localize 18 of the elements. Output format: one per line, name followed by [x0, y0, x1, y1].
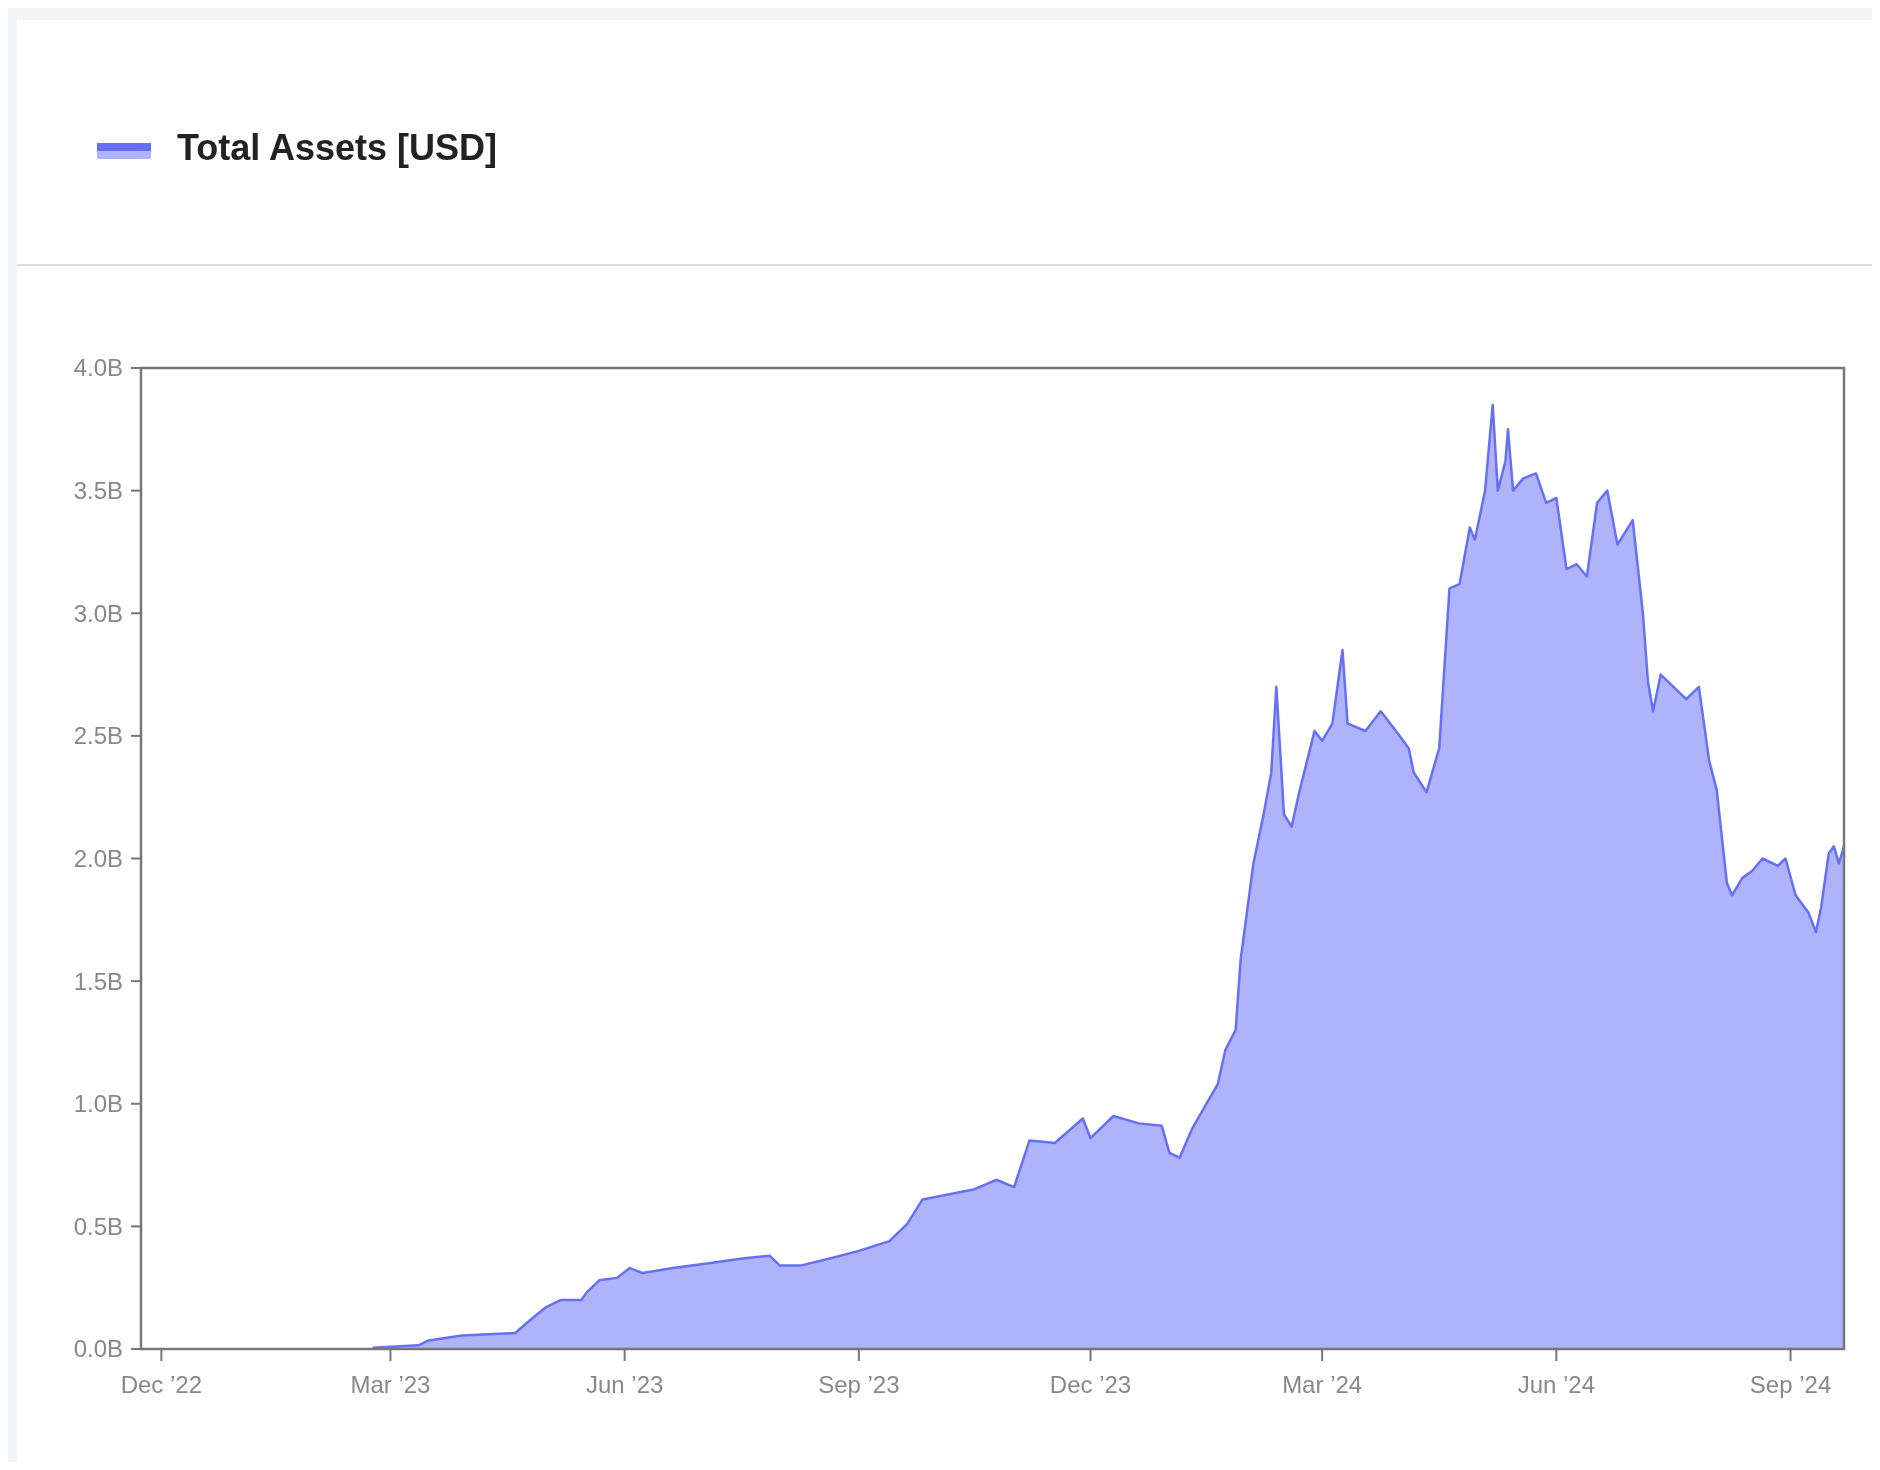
x-tick-label: Mar ’23	[350, 1371, 431, 1398]
y-tick-label: 2.5B	[73, 722, 123, 750]
x-tick-label: Dec ’22	[120, 1371, 203, 1398]
x-tick-label: Sep ’23	[818, 1371, 900, 1398]
y-tick-label: 3.5B	[73, 477, 123, 505]
x-tick-label: Jun ’23	[585, 1371, 664, 1398]
y-tick-label: 3.0B	[73, 599, 123, 627]
y-tick-label: 0.0B	[73, 1335, 123, 1363]
x-tick-label: Dec ’23	[1049, 1371, 1132, 1398]
x-tick-label: Jun ’24	[1517, 1371, 1596, 1398]
x-tick-label: Sep ’24	[1749, 1371, 1832, 1398]
y-tick-label: 0.5B	[73, 1212, 123, 1240]
x-tick-label: Mar ’24	[1282, 1371, 1363, 1398]
y-tick-label: 2.0B	[73, 844, 123, 872]
legend-label: Total Assets [USD]	[177, 127, 498, 168]
y-tick-label: 1.0B	[73, 1090, 123, 1118]
y-tick-label: 1.5B	[73, 967, 123, 995]
y-tick-label: 4.0B	[73, 354, 123, 382]
